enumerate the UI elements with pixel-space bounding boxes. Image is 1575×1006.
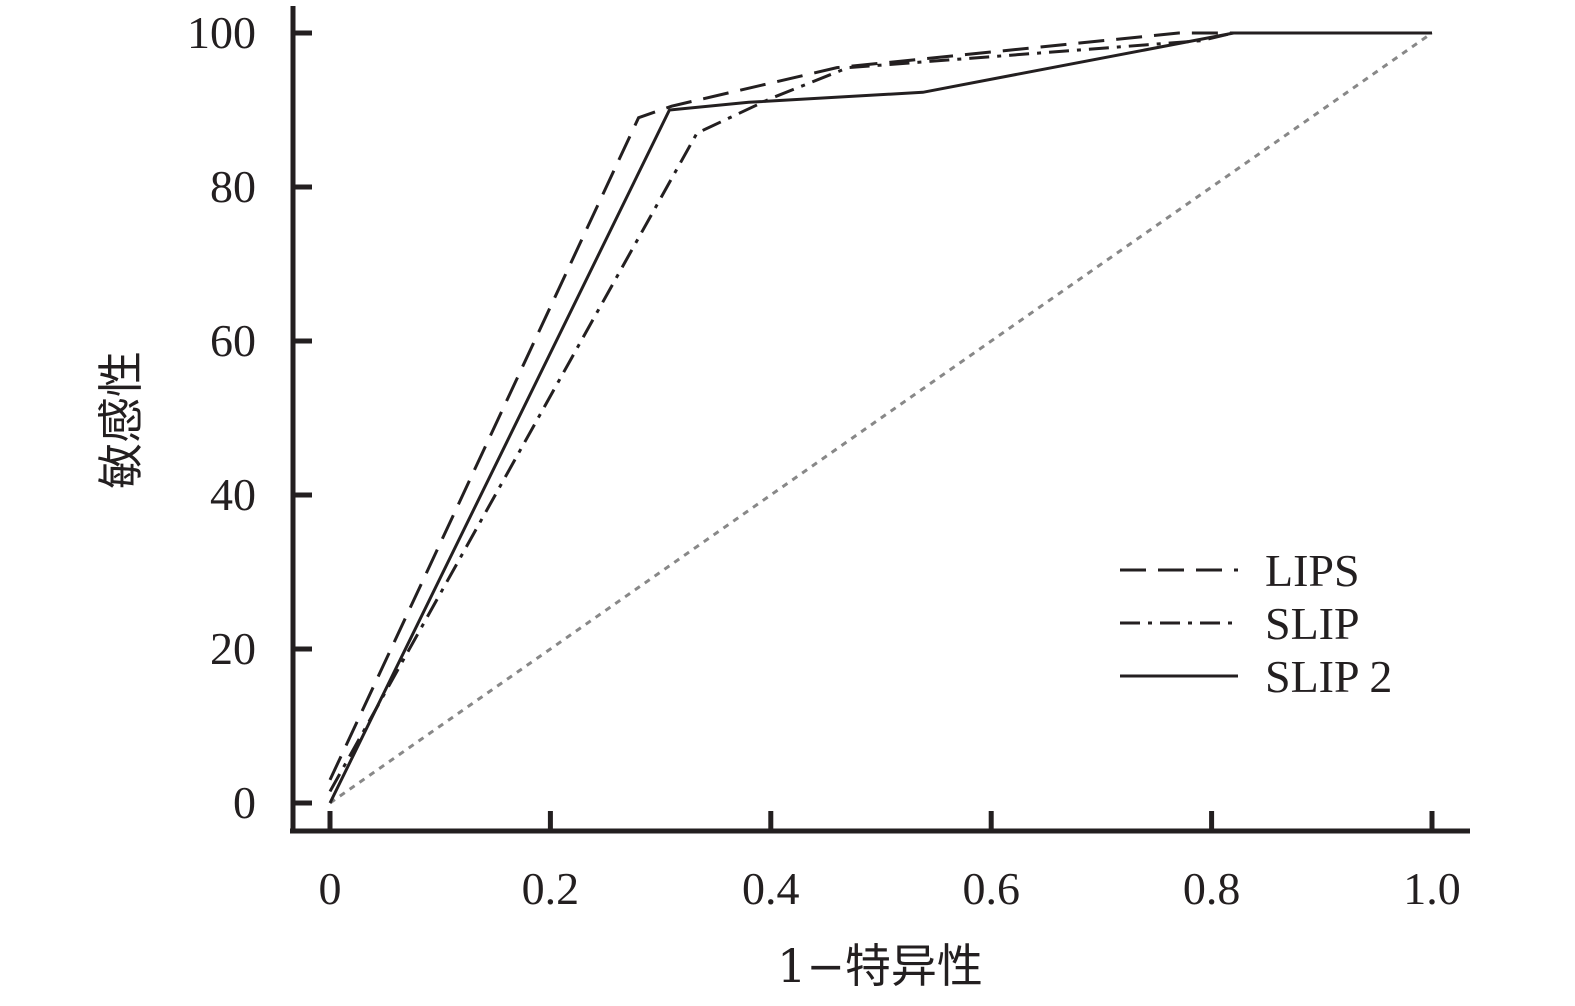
legend-label: SLIP 2 xyxy=(1265,651,1392,702)
x-tick-label: 0.4 xyxy=(742,863,800,914)
x-axis-title: 1−特异性 xyxy=(777,939,983,993)
x-tick-label: 0 xyxy=(319,863,342,914)
y-tick-label: 0 xyxy=(233,777,256,828)
y-ticks: 0 20 40 60 80 100 xyxy=(187,7,312,828)
plot-area xyxy=(328,31,1433,805)
legend-label: SLIP xyxy=(1265,598,1360,649)
axes xyxy=(290,6,1470,834)
reference-diagonal-line xyxy=(329,31,1433,805)
x-ticks: 0 0.2 0.4 0.6 0.8 1.0 xyxy=(319,811,1461,914)
x-tick-label: 1.0 xyxy=(1403,863,1461,914)
series-line-3 xyxy=(328,31,1432,804)
y-tick-label: 100 xyxy=(187,7,256,58)
y-tick-label: 60 xyxy=(210,315,256,366)
y-tick-label: 20 xyxy=(210,623,256,674)
x-tick-label: 0.2 xyxy=(522,863,580,914)
legend-label: LIPS xyxy=(1265,545,1360,596)
x-tick-label: 0.8 xyxy=(1183,863,1241,914)
y-axis-title: 敏感性 xyxy=(94,351,148,489)
x-tick-label: 0.6 xyxy=(962,863,1020,914)
y-tick-label: 40 xyxy=(210,469,256,520)
y-tick-label: 80 xyxy=(210,161,256,212)
